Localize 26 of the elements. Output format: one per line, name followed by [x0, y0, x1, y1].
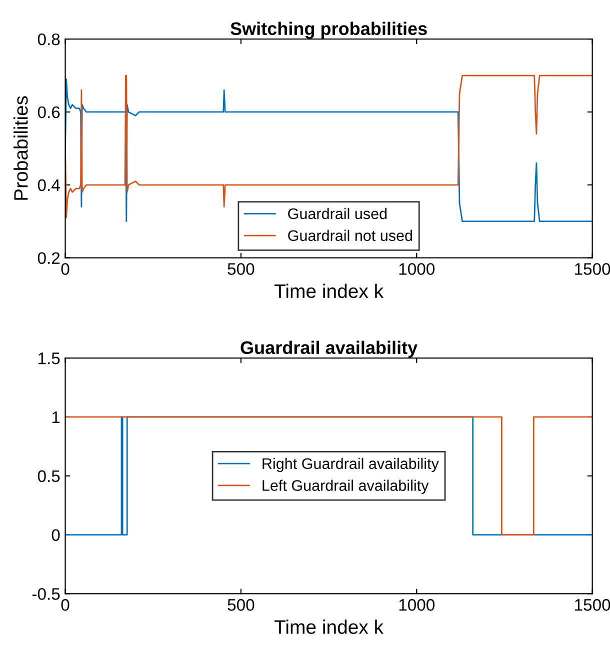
y-tick-label: 0.6 [38, 106, 60, 118]
x-tick-label: 0 [61, 599, 70, 611]
x-tick-label: 1500 [575, 599, 610, 611]
y-tick-label: 0.2 [38, 252, 60, 264]
legend-label: Left Guardrail availability [262, 480, 429, 494]
y-tick-label: 0.4 [38, 179, 60, 192]
x-tick-label: 1500 [575, 263, 610, 275]
x-tick-label: 500 [228, 599, 254, 611]
chart-title: Guardrail availability [240, 340, 418, 358]
legend-label: Right Guardrail availability [262, 458, 439, 472]
x-tick-label: 1000 [399, 263, 435, 275]
x-axis-title: Time index k [274, 620, 384, 634]
y-tick-label: 0.5 [38, 470, 60, 482]
chart-title: Switching probabilities [230, 22, 427, 39]
y-tick-label: 0 [52, 529, 60, 541]
y-tick-label: 0.8 [38, 33, 60, 46]
x-tick-label: 0 [61, 263, 70, 275]
x-tick-label: 1000 [399, 599, 435, 611]
y-axis-title: Probabilities [14, 96, 28, 200]
legend-label: Guardrail used [288, 208, 387, 220]
x-axis-title: Time index k [274, 284, 384, 298]
y-tick-label: 1.5 [38, 352, 60, 364]
y-tick-label: 1 [52, 412, 60, 424]
x-tick-label: 500 [228, 263, 254, 275]
y-tick-label: -0.5 [32, 588, 60, 600]
legend-label: Guardrail not used [288, 230, 412, 242]
